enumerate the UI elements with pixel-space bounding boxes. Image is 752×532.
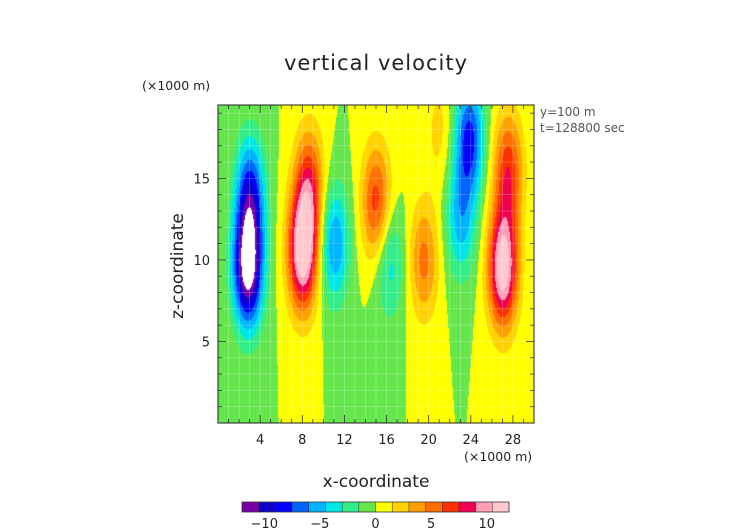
colorbar-tick-label: −10 (251, 517, 278, 532)
y-axis-label: z-coordinate (168, 213, 188, 319)
colorbar-cell (392, 502, 410, 512)
x-tick-label: 28 (505, 433, 522, 448)
colorbar-tick-label: 0 (371, 517, 379, 532)
colorbar-cell (308, 502, 326, 512)
colorbar-frame (241, 501, 510, 513)
colorbar-cell (458, 502, 476, 512)
colorbar-cell (442, 502, 460, 512)
colorbar-labels: −10 −5 0 5 10 (251, 517, 495, 532)
x-tick-label: 4 (256, 433, 264, 448)
y-tick-label: 15 (193, 172, 210, 187)
y-tick-label: 5 (202, 335, 210, 350)
x-tick-label: 20 (420, 433, 437, 448)
heatmap-field (218, 105, 534, 423)
colorbar-tick-label: 5 (427, 517, 435, 532)
colorbar-cell (425, 502, 443, 512)
x-tick-labels: 4 8 12 16 20 24 28 (256, 433, 521, 448)
colorbar-tick-label: 10 (478, 517, 495, 532)
grid-lines (218, 105, 534, 423)
y-unit-label: (×1000 m) (142, 78, 210, 93)
colorbar-cell (408, 502, 426, 512)
y-tick-labels: 5 10 15 (193, 172, 210, 350)
x-tick-label: 16 (378, 433, 395, 448)
colorbar-cell (475, 502, 493, 512)
colorbar-cell (242, 502, 259, 512)
x-tick-label: 12 (336, 433, 353, 448)
colorbar-cells (242, 502, 510, 512)
plot-area (217, 104, 535, 424)
colorbar-cell (275, 502, 293, 512)
minor-ticks (218, 105, 534, 423)
colorbar: −10 −5 0 5 10 (241, 501, 510, 532)
colorbar-tick-label: −5 (310, 517, 329, 532)
colorbar-cell (358, 502, 376, 512)
x-unit-label: (×1000 m) (464, 449, 532, 464)
x-tick-label: 8 (298, 433, 306, 448)
colorbar-cell (342, 502, 360, 512)
colorbar-cell (492, 502, 510, 512)
colorbar-cell (375, 502, 393, 512)
colorbar-cell (258, 502, 276, 512)
colorbar-cell (292, 502, 310, 512)
chart-title: vertical velocity (284, 51, 468, 75)
x-axis-label: x-coordinate (323, 472, 430, 492)
annotation-y: y=100 m (540, 105, 596, 119)
colorbar-cell (325, 502, 343, 512)
x-tick-label: 24 (463, 433, 480, 448)
annotation-time: t=128800 sec (540, 121, 625, 135)
y-tick-label: 10 (193, 254, 210, 269)
